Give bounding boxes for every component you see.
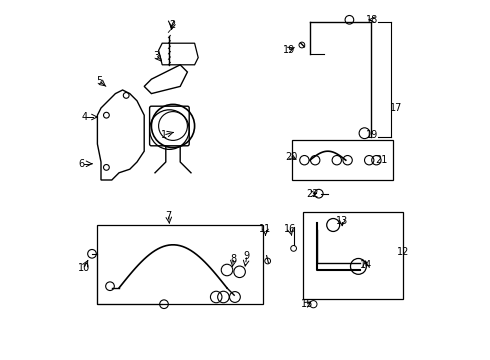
Text: 6: 6 — [79, 159, 85, 169]
Text: 19: 19 — [366, 130, 378, 140]
Text: 22: 22 — [306, 189, 319, 199]
Text: 18: 18 — [366, 15, 378, 25]
Bar — [292, 140, 392, 180]
Text: 21: 21 — [375, 155, 387, 165]
Text: 14: 14 — [360, 260, 372, 270]
Text: 4: 4 — [82, 112, 88, 122]
Text: 5: 5 — [96, 76, 102, 86]
Text: 8: 8 — [230, 254, 237, 264]
Bar — [98, 225, 263, 304]
Text: 9: 9 — [244, 251, 250, 261]
Text: 10: 10 — [77, 263, 90, 273]
Text: 19: 19 — [283, 45, 295, 55]
Text: 17: 17 — [390, 103, 402, 113]
Text: 15: 15 — [301, 299, 313, 309]
Text: 1: 1 — [161, 130, 167, 140]
Bar — [303, 212, 403, 299]
Text: 12: 12 — [397, 247, 410, 257]
Text: 13: 13 — [336, 216, 348, 226]
Text: 3: 3 — [154, 51, 160, 61]
Text: 20: 20 — [285, 152, 297, 162]
Text: 11: 11 — [259, 224, 271, 234]
Text: 16: 16 — [284, 224, 296, 234]
Text: 2: 2 — [169, 20, 175, 30]
Text: 7: 7 — [166, 211, 172, 221]
